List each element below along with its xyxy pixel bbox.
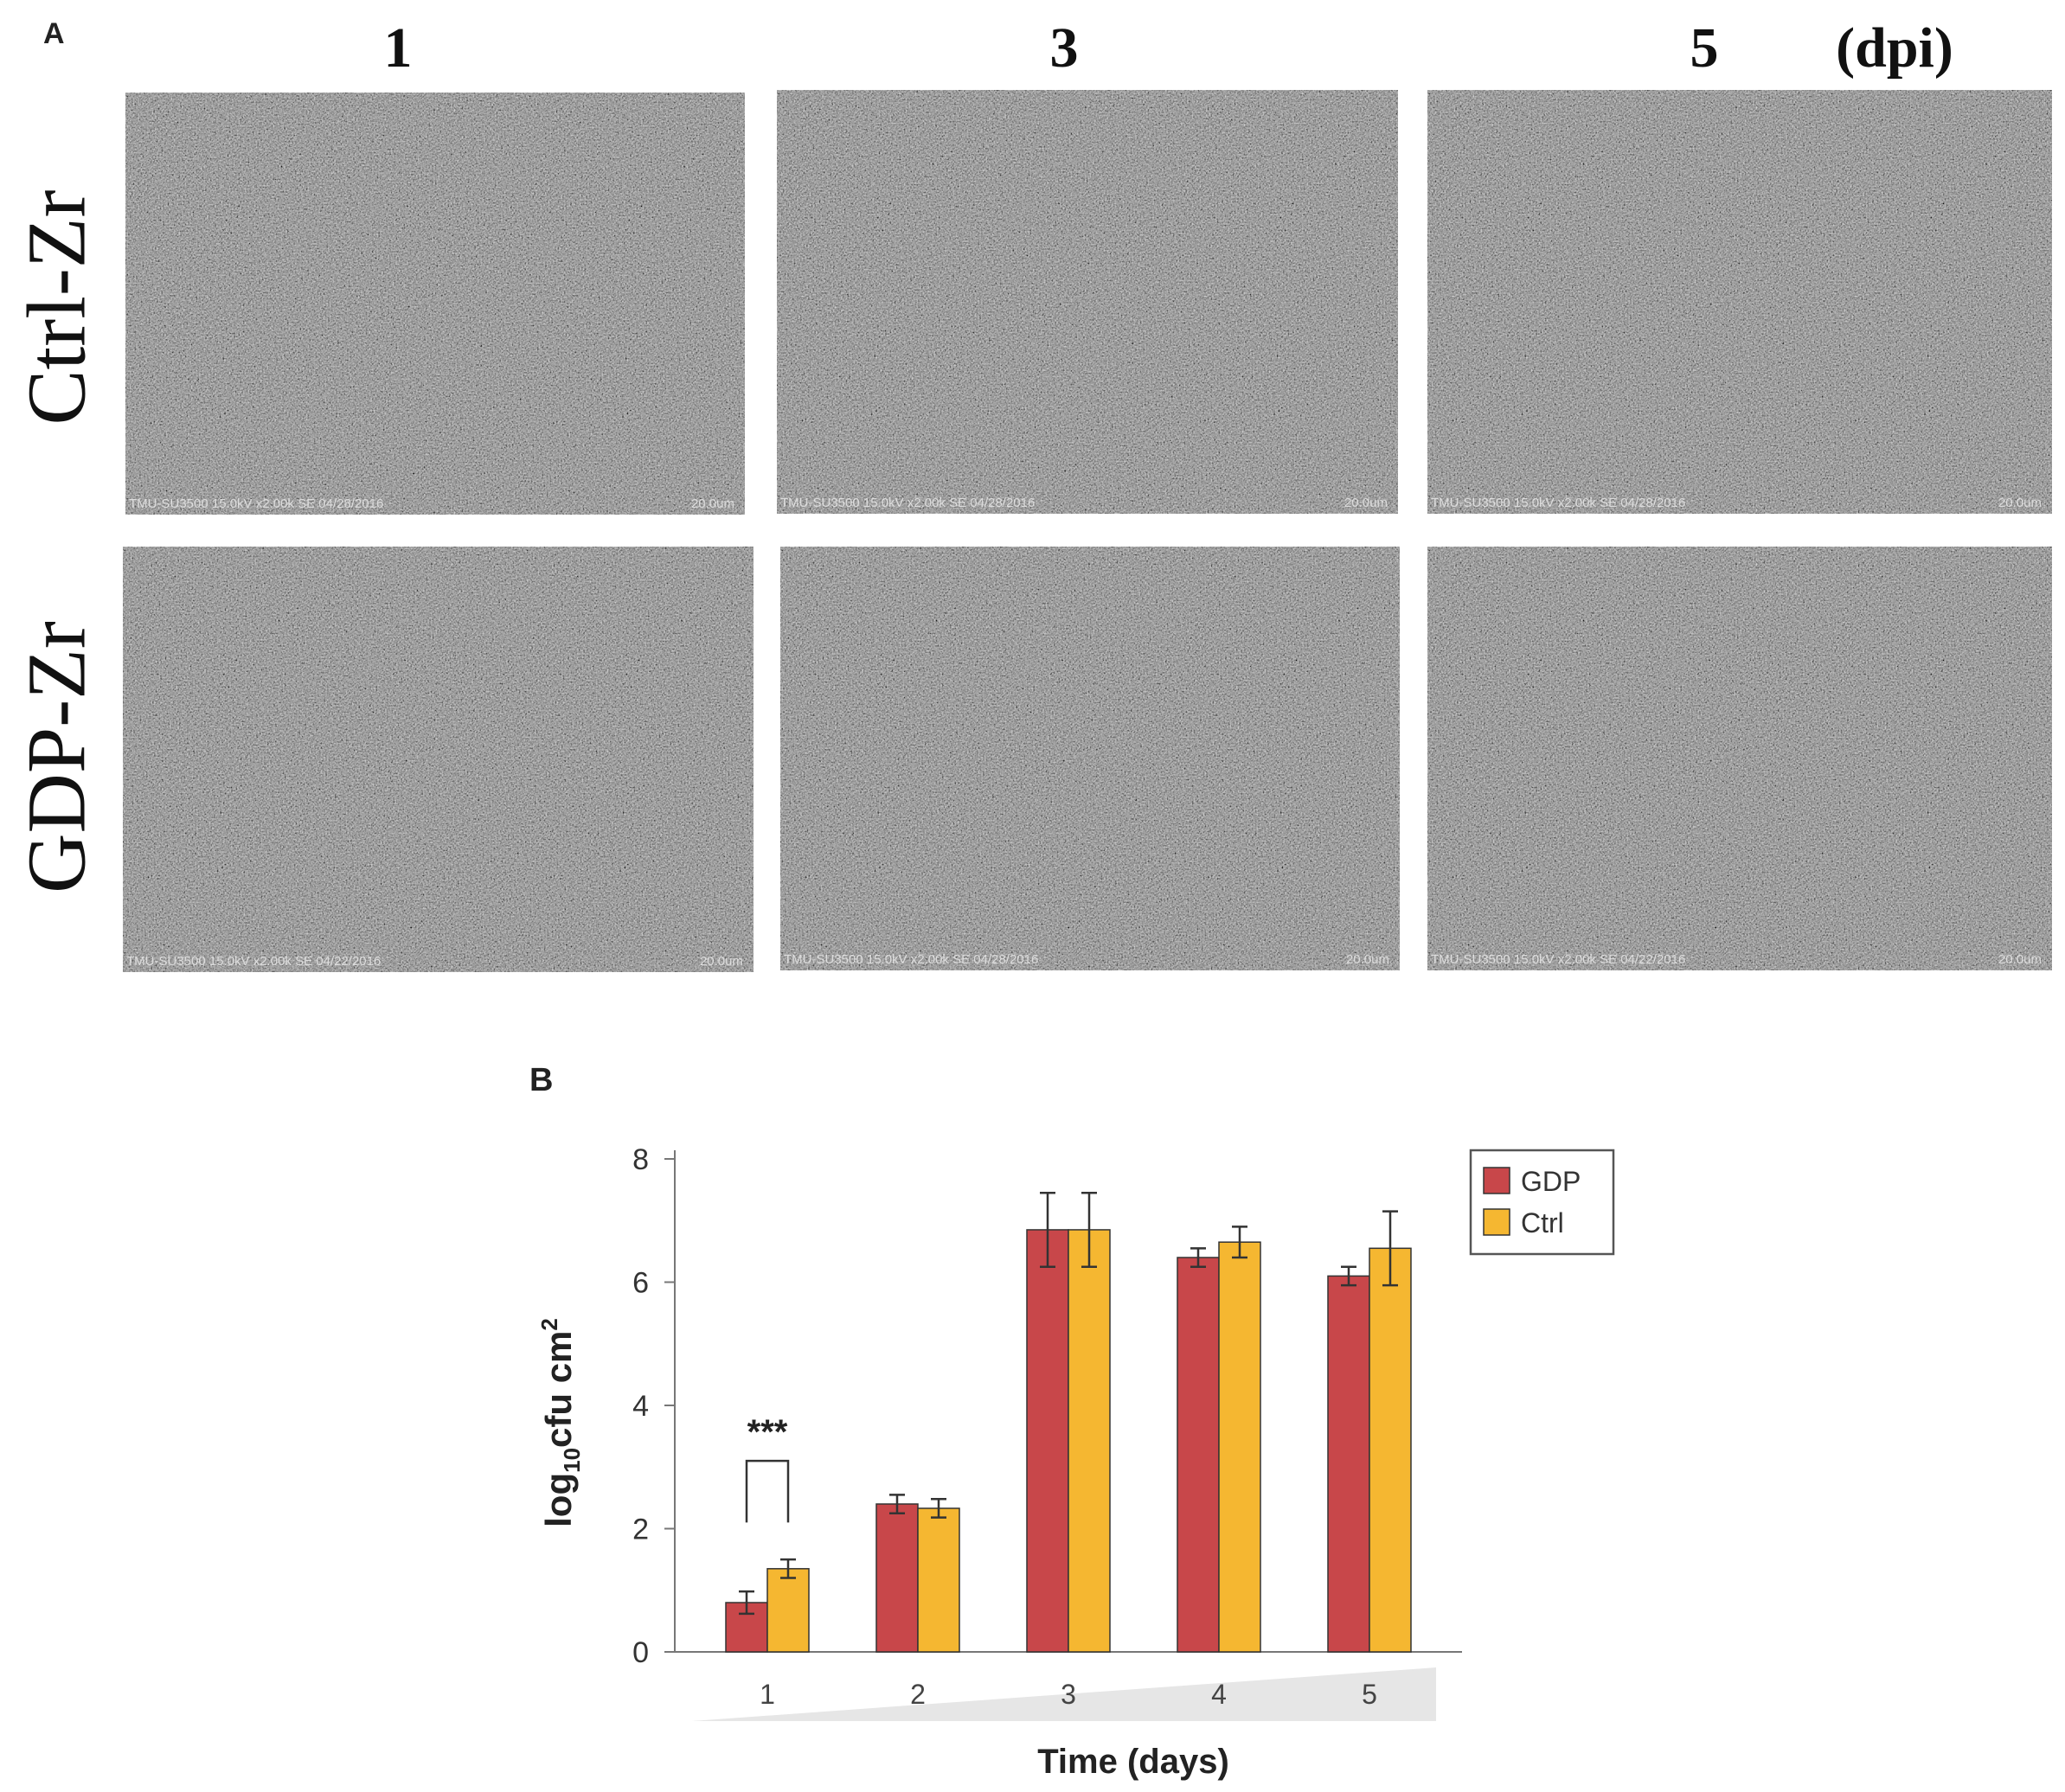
time-gradient-wedge (692, 1667, 1436, 1721)
error-bar-gdp-day-5 (1341, 1265, 1356, 1287)
x-tick-label: 2 (910, 1679, 926, 1710)
sem-scale-label: 20.0um (1345, 952, 1389, 967)
sem-image-ctrl-day5: TMU-SU3500 15.0kV x2.00k SE 04/28/2016 2… (1427, 90, 2052, 514)
sem-scale-label: 20.0um (1998, 496, 2042, 510)
y-tick-label: 4 (632, 1390, 649, 1423)
bar-gdp-day-2 (875, 1503, 919, 1653)
sem-scale-label: 20.0um (699, 954, 743, 969)
error-bar-ctrl-day-1 (780, 1558, 796, 1579)
significance-bracket (745, 1459, 790, 1523)
column-label-day-1: 1 (383, 16, 413, 80)
sem-scale-label: 20.0um (1344, 496, 1388, 510)
sem-image-info: TMU-SU3500 15.0kV x2.00k SE 04/28/2016 (129, 496, 384, 511)
bar-ctrl-day-3 (1068, 1229, 1111, 1653)
significance-label: *** (747, 1413, 788, 1451)
bar-ctrl-day-1 (766, 1568, 810, 1653)
sem-image-ctrl-day3: TMU-SU3500 15.0kV x2.00k SE 04/28/2016 2… (777, 90, 1398, 514)
row-label-ctrl-zr: Ctrl-Zr (10, 189, 103, 426)
column-label-day-3: 3 (1049, 16, 1079, 80)
bar-ctrl-day-2 (917, 1507, 960, 1653)
y-tick-label: 6 (632, 1267, 649, 1300)
x-tick-label: 5 (1362, 1679, 1377, 1710)
error-bar-ctrl-day-2 (931, 1498, 946, 1519)
sem-image-gdp-day1: TMU-SU3500 15.0kV x2.00k SE 04/22/2016 2… (123, 547, 754, 972)
y-tick-label: 8 (632, 1143, 649, 1176)
bar-ctrl-day-5 (1369, 1247, 1412, 1653)
y-tick-label: 2 (632, 1514, 649, 1546)
bar-gdp-day-3 (1026, 1229, 1069, 1653)
unit-label-dpi: (dpi) (1836, 16, 1953, 80)
panel-b-letter: B (529, 1062, 554, 1098)
bar-ctrl-day-4 (1218, 1241, 1261, 1653)
sem-image-ctrl-day1: TMU-SU3500 15.0kV x2.00k SE 04/28/2016 2… (125, 93, 745, 515)
sem-image-info: TMU-SU3500 15.0kV x2.00k SE 04/22/2016 (1431, 952, 1686, 967)
sem-scale-label: 20.0um (690, 496, 734, 511)
panel-a-letter: A (43, 17, 65, 50)
error-bar-gdp-day-1 (739, 1590, 754, 1616)
sem-image-info: TMU-SU3500 15.0kV x2.00k SE 04/22/2016 (126, 954, 382, 969)
sem-image-gdp-day5: TMU-SU3500 15.0kV x2.00k SE 04/22/2016 2… (1427, 547, 2052, 970)
error-bar-ctrl-day-5 (1382, 1210, 1398, 1287)
bar-chart: 0 2 4 6 8 1 2 3 4 5 *** GDP Ctrl log10cfu cm2 Time… (536, 1143, 1615, 1781)
x-tick-label: 4 (1211, 1679, 1227, 1710)
error-bar-gdp-day-2 (889, 1494, 905, 1514)
legend-label-ctrl: Ctrl (1521, 1207, 1564, 1238)
column-label-day-5: 5 (1690, 16, 1719, 80)
sem-scale-label: 20.0um (1998, 952, 2042, 967)
y-tick-label: 0 (632, 1636, 649, 1669)
bar-gdp-day-4 (1177, 1257, 1220, 1653)
error-bar-gdp-day-3 (1040, 1191, 1055, 1268)
sem-image-info: TMU-SU3500 15.0kV x2.00k SE 04/28/2016 (1431, 496, 1686, 510)
x-axis-label: Time (days) (1037, 1743, 1229, 1781)
y-axis-label: log10cfu cm2 (536, 1318, 585, 1527)
sem-image-info: TMU-SU3500 15.0kV x2.00k SE 04/28/2016 (780, 496, 1036, 510)
bar-gdp-day-5 (1327, 1275, 1370, 1653)
error-bar-ctrl-day-3 (1081, 1191, 1097, 1268)
row-label-gdp-zr: GDP-Zr (10, 621, 103, 893)
legend-swatch-ctrl (1483, 1208, 1510, 1236)
legend-label-gdp: GDP (1521, 1166, 1581, 1197)
legend-swatch-gdp (1483, 1167, 1510, 1194)
x-tick-label: 1 (760, 1679, 775, 1710)
sem-image-info: TMU-SU3500 15.0kV x2.00k SE 04/28/2016 (784, 952, 1039, 967)
error-bar-gdp-day-4 (1190, 1247, 1206, 1268)
sem-image-gdp-day3: TMU-SU3500 15.0kV x2.00k SE 04/28/2016 2… (780, 547, 1400, 970)
x-tick-label: 3 (1061, 1679, 1076, 1710)
error-bar-ctrl-day-4 (1232, 1226, 1247, 1259)
